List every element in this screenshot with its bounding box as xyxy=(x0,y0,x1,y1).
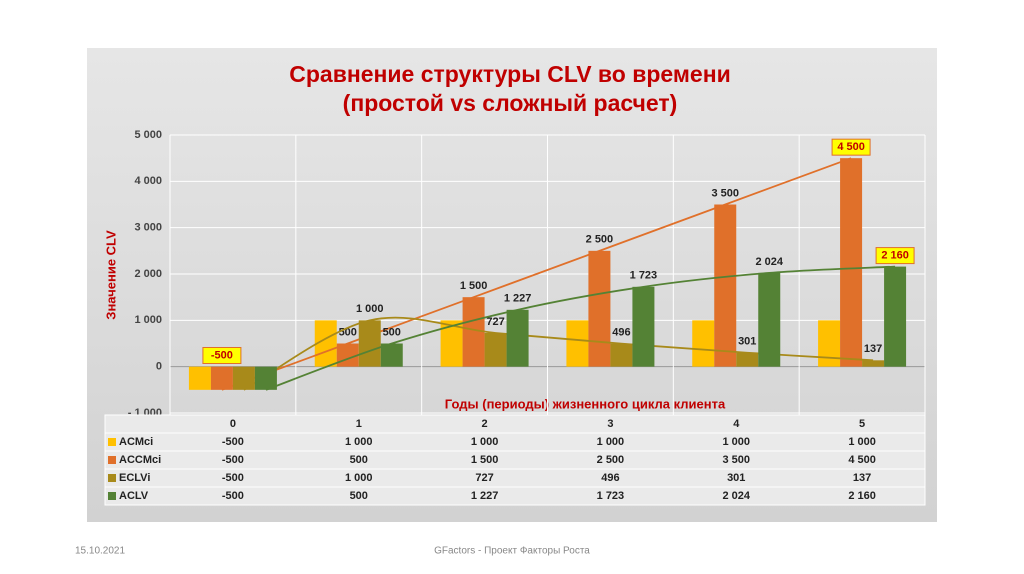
legend-label: ACMci xyxy=(119,436,153,448)
table-cell: 4 500 xyxy=(848,454,876,466)
legend-swatch xyxy=(108,492,116,500)
legend-swatch xyxy=(108,456,116,464)
y-tick-label: 2 000 xyxy=(134,268,162,280)
table-cell: -500 xyxy=(222,490,244,502)
y-tick-label: 1 000 xyxy=(134,314,162,326)
label-highlight xyxy=(831,138,871,156)
x-tick-label: 3 xyxy=(607,418,613,430)
x-axis-title: Годы (периоды) жизненного цикла клиента xyxy=(445,396,726,411)
bar xyxy=(232,366,255,390)
data-label: 2 160 xyxy=(881,249,909,261)
footer-date: 15.10.2021 xyxy=(75,546,125,557)
table-cell: 3 500 xyxy=(722,454,750,466)
bar xyxy=(692,320,715,367)
table-cell: 301 xyxy=(727,472,745,484)
bar xyxy=(506,309,529,367)
y-axis-title: Значение CLV xyxy=(103,230,118,320)
table-cell: 500 xyxy=(350,490,368,502)
table-cell: 1 000 xyxy=(597,436,625,448)
table-cell: 1 723 xyxy=(597,490,625,502)
table-cell: 1 000 xyxy=(722,436,750,448)
legend-swatch xyxy=(108,438,116,446)
bar xyxy=(588,250,611,367)
bar xyxy=(632,286,655,367)
footer-text: GFactors - Проект Факторы Роста xyxy=(434,546,590,557)
legend-label: ACLV xyxy=(119,490,149,502)
trendline xyxy=(265,265,896,391)
data-label: 500 xyxy=(383,326,401,338)
legend-swatch xyxy=(108,474,116,482)
data-label: 496 xyxy=(612,327,630,339)
data-label: 3 500 xyxy=(711,187,739,199)
data-label: 4 500 xyxy=(837,141,865,153)
table-cell: 1 227 xyxy=(471,490,499,502)
table-cell: -500 xyxy=(222,454,244,466)
bar xyxy=(210,366,233,390)
data-label: 301 xyxy=(738,336,756,348)
table-cell: 137 xyxy=(853,472,871,484)
table-cell: 727 xyxy=(475,472,493,484)
y-tick-label: 0 xyxy=(156,361,162,373)
table-cell: -500 xyxy=(222,472,244,484)
bar xyxy=(380,343,403,367)
x-tick-label: 2 xyxy=(482,418,488,430)
data-label: 1 723 xyxy=(630,270,658,282)
table-cell: 1 000 xyxy=(848,436,876,448)
table-cell: 1 500 xyxy=(471,454,499,466)
bar xyxy=(840,158,863,367)
bar xyxy=(736,352,759,367)
bar xyxy=(484,332,507,367)
bar xyxy=(818,320,841,367)
data-label: 1 000 xyxy=(356,303,384,315)
bar xyxy=(440,320,463,367)
label-highlight xyxy=(875,247,915,265)
chart-subtitle: (простой vs сложный расчет) xyxy=(343,90,678,116)
y-tick-label: 5 000 xyxy=(134,129,162,141)
table-cell: 2 160 xyxy=(848,490,876,502)
x-tick-label: 1 xyxy=(356,418,362,430)
data-label: 1 227 xyxy=(504,293,532,305)
bar xyxy=(610,343,633,367)
data-label: -500 xyxy=(211,349,233,361)
bar xyxy=(862,360,885,367)
table-cell: 500 xyxy=(350,454,368,466)
table-cell: 496 xyxy=(601,472,619,484)
table-cell: 1 000 xyxy=(345,472,373,484)
label-highlight xyxy=(202,347,242,364)
bar xyxy=(758,272,781,367)
legend-label: ACCMci xyxy=(119,454,161,466)
table-cell: 1 000 xyxy=(345,436,373,448)
bar xyxy=(884,266,907,367)
data-label: 727 xyxy=(486,316,504,328)
table-cell: -500 xyxy=(222,436,244,448)
x-tick-label: 0 xyxy=(230,418,236,430)
table-cell: 2 024 xyxy=(722,490,750,502)
y-tick-label: 4 000 xyxy=(134,175,162,187)
table-cell: 2 500 xyxy=(597,454,625,466)
bar xyxy=(714,204,737,367)
chart-title: Сравнение структуры CLV во времени xyxy=(289,61,730,87)
legend-label: ECLVi xyxy=(119,472,150,484)
x-tick-label: 4 xyxy=(733,418,740,430)
bar xyxy=(254,366,277,390)
trendline xyxy=(221,157,852,391)
data-label: 2 024 xyxy=(755,256,783,268)
table-cell: 1 000 xyxy=(471,436,499,448)
bar xyxy=(314,320,337,367)
bar xyxy=(566,320,589,367)
bar xyxy=(462,297,485,367)
data-label: 2 500 xyxy=(586,234,614,246)
data-label: 1 500 xyxy=(460,280,488,292)
data-label: 137 xyxy=(864,343,882,355)
x-tick-label: 5 xyxy=(859,418,865,430)
bar xyxy=(358,320,381,367)
bar xyxy=(188,366,211,390)
y-tick-label: 3 000 xyxy=(134,222,162,234)
table-bg xyxy=(104,414,926,506)
